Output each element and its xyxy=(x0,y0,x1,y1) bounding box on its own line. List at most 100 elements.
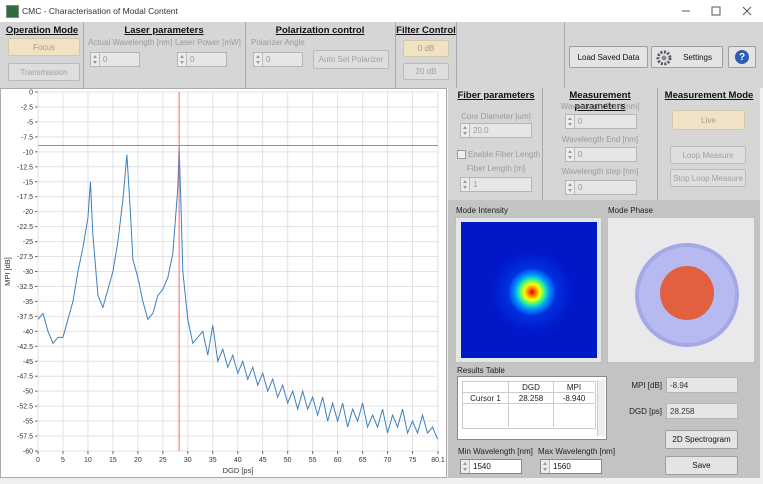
divider xyxy=(564,22,565,88)
results-table: DGD MPI Cursor 1 28.258 -8.940 xyxy=(457,376,607,440)
field-value: 0 xyxy=(190,55,195,64)
x-tick-label: 75 xyxy=(409,457,417,464)
window-controls[interactable] xyxy=(680,5,760,17)
window-title: CMC - Characterisation of Modal Content xyxy=(22,6,178,16)
transmission-button[interactable]: Transmission xyxy=(8,63,80,81)
field-label: Core Diameter [um] xyxy=(461,112,531,121)
max-wavelength-input[interactable]: 1560 xyxy=(540,459,602,474)
length-input[interactable]: 1 xyxy=(460,177,532,192)
y-tick-label: -5 xyxy=(27,119,33,126)
field-label: Max Wavelength [nm] xyxy=(538,447,616,456)
y-tick-label: -7.5 xyxy=(21,134,33,141)
divider xyxy=(456,22,457,88)
table-cell: 28.258 xyxy=(518,394,544,403)
field-value: 20.0 xyxy=(473,126,489,135)
stop-loop-button[interactable]: Stop Loop Measure xyxy=(670,169,746,187)
table-grid xyxy=(462,381,596,429)
x-tick-label: 65 xyxy=(359,457,367,464)
y-tick-label: -27.5 xyxy=(17,254,33,261)
y-axis-label: MPI [dB] xyxy=(3,257,12,286)
table-header: MPI xyxy=(566,383,582,392)
field-value: 28.258 xyxy=(670,406,695,416)
filter-button[interactable]: 0 dB xyxy=(403,40,449,57)
wavelength-input[interactable]: 0 xyxy=(90,52,140,67)
field-label: Wavelength step [nm] xyxy=(561,167,639,176)
x-tick-label: 55 xyxy=(309,457,317,464)
power-input[interactable]: 0 xyxy=(177,52,227,67)
section-title: Measurement parameters xyxy=(569,90,631,112)
load-button[interactable]: Load Saved Data xyxy=(569,46,648,68)
y-tick-label: -17.5 xyxy=(17,194,33,201)
field-value: 0 xyxy=(266,55,271,64)
y-tick-label: -15 xyxy=(23,179,33,186)
table-line xyxy=(462,392,594,393)
y-tick-label: -55 xyxy=(23,419,33,426)
x-tick-label: 30 xyxy=(184,457,192,464)
field-value: 1560 xyxy=(553,462,571,471)
x-tick-label: 10 xyxy=(84,457,92,464)
section-title: Operation Mode xyxy=(5,25,79,36)
divider xyxy=(542,88,543,200)
table-line xyxy=(553,381,554,427)
y-tick-label: -42.5 xyxy=(17,344,33,351)
field-label: DGD [ps] xyxy=(629,407,662,416)
min-wavelength-input[interactable]: 1540 xyxy=(460,459,522,474)
field-label: Min Wavelength [nm] xyxy=(458,447,533,456)
field-value: 0 xyxy=(578,117,583,126)
y-tick-label: -47.5 xyxy=(17,374,33,381)
field-label: Laser Power [mW] xyxy=(175,38,241,47)
app-icon xyxy=(6,5,19,18)
x-axis-label: DGD [ps] xyxy=(223,466,254,475)
section-title: Fiber parameters xyxy=(457,90,535,101)
field-value: 1 xyxy=(473,180,478,189)
y-tick-label: -30 xyxy=(23,269,33,276)
scrollbar[interactable] xyxy=(597,380,605,436)
x-tick-label: 35 xyxy=(209,457,217,464)
x-tick-label: 15 xyxy=(109,457,117,464)
help-icon: ? xyxy=(735,50,749,64)
angle-input[interactable]: 0 xyxy=(253,52,303,67)
focus-button[interactable]: Focus xyxy=(8,38,80,56)
divider xyxy=(657,88,658,200)
panel-title: Results Table xyxy=(457,366,505,375)
live-button[interactable]: Live xyxy=(672,110,745,130)
save-button[interactable]: Save xyxy=(665,456,738,475)
filter-button[interactable]: 20 dB xyxy=(403,63,449,80)
chart: 0 -2.5 -5 -7.5 -10 -12.5 -15 -17.5 -20 -22.5 -25 -2… xyxy=(3,90,445,476)
start-input[interactable]: 0 xyxy=(565,114,637,129)
x-tick-label: 60 xyxy=(334,457,342,464)
data-line xyxy=(37,145,438,440)
field-label: Actual Wavelength [nm] xyxy=(88,38,173,47)
y-tick-label: -45 xyxy=(23,359,33,366)
table-header: DGD xyxy=(522,383,540,392)
dgd-field: 28.258 xyxy=(666,403,738,419)
y-tick-label: -57.5 xyxy=(17,434,33,441)
field-label: Wavelength End [nm] xyxy=(561,135,639,144)
step-input[interactable]: 0 xyxy=(565,180,637,195)
y-tick-label: -20 xyxy=(23,209,33,216)
auto-set-button[interactable]: Auto Set Polarizer xyxy=(313,50,389,69)
end-input[interactable]: 0 xyxy=(565,147,637,162)
x-tick-label: 0 xyxy=(36,457,40,464)
checkbox[interactable] xyxy=(457,150,466,159)
field-value: 0 xyxy=(103,55,108,64)
section-title: Laser parameters xyxy=(124,25,204,36)
y-tick-label: -60 xyxy=(23,449,33,456)
x-tick-label: 80.1 xyxy=(431,457,445,464)
x-tick-label: 45 xyxy=(259,457,267,464)
y-tick-label: 0 xyxy=(29,90,33,97)
help-button[interactable]: ? xyxy=(728,46,756,68)
field-value: -8.94 xyxy=(670,380,689,390)
core-input[interactable]: 20.0 xyxy=(460,123,532,138)
loop-button[interactable]: Loop Measure xyxy=(670,146,746,164)
field-value: 1540 xyxy=(473,462,491,471)
settings-button[interactable]: Settings xyxy=(651,46,723,68)
divider xyxy=(395,22,396,88)
title-bar: CMC - Characterisation of Modal Content xyxy=(0,0,763,22)
spectrogram-button[interactable]: 2D Spectrogram xyxy=(665,430,738,449)
table-line xyxy=(462,403,594,404)
phase-image xyxy=(607,217,755,363)
divider xyxy=(245,22,246,88)
field-label: MPI [dB] xyxy=(631,381,662,390)
